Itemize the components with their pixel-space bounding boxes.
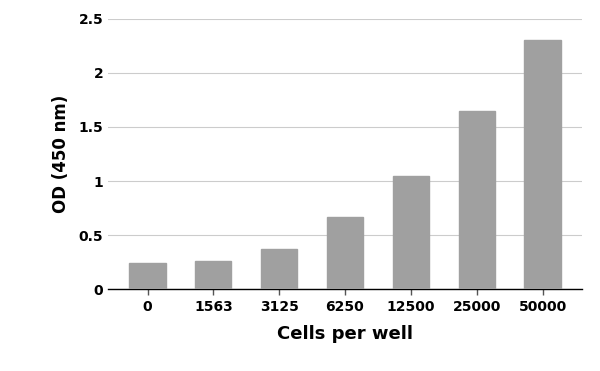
Bar: [130, 263, 166, 289]
Bar: [327, 217, 363, 289]
Bar: [261, 249, 297, 289]
X-axis label: Cells per well: Cells per well: [277, 325, 413, 343]
Bar: [458, 111, 495, 289]
Bar: [195, 261, 232, 289]
Y-axis label: OD (450 nm): OD (450 nm): [52, 95, 70, 213]
Bar: [524, 40, 560, 289]
Bar: [393, 175, 429, 289]
